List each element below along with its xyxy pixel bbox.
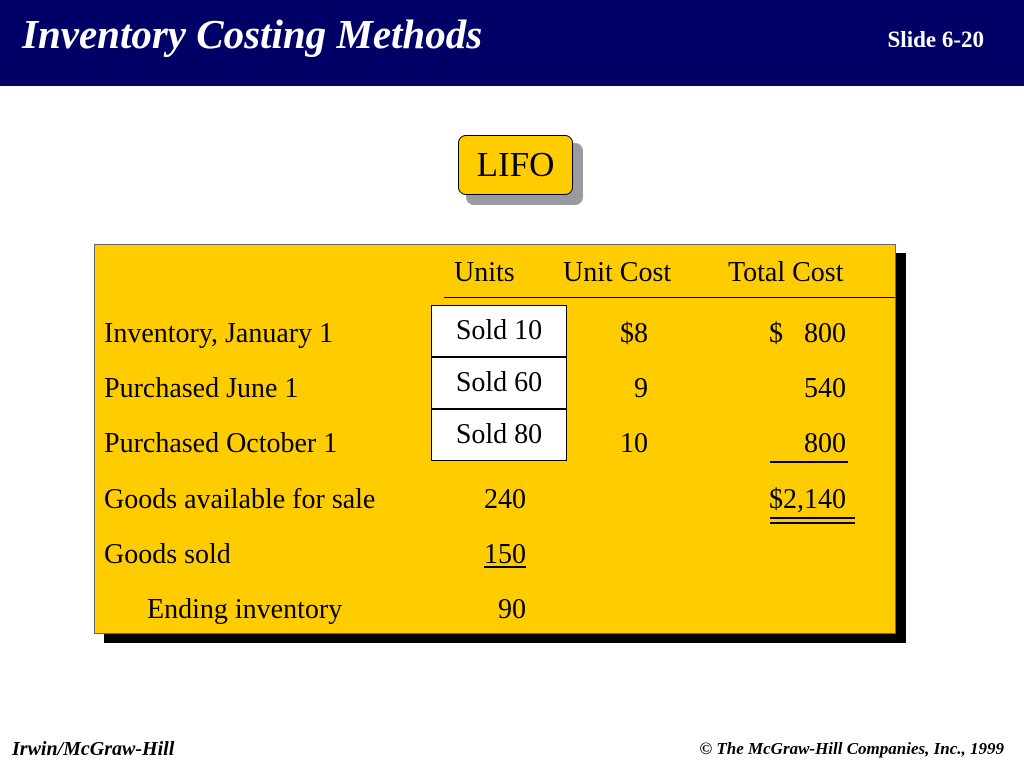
sold-box-jan: Sold 10 xyxy=(431,305,567,357)
unit-cost-jan: $8 xyxy=(620,318,648,349)
double-underline-top xyxy=(770,517,855,519)
slide-number: Slide 6-20 xyxy=(887,27,984,52)
total-cost-october: 800 xyxy=(804,428,846,459)
row-label-goods-available: Goods available for sale xyxy=(104,484,376,515)
title-bar-rule xyxy=(0,83,1024,86)
column-header-total-cost: Total Cost xyxy=(728,257,844,288)
lifo-badge: LIFO xyxy=(458,135,573,195)
title-bar xyxy=(0,0,1024,83)
units-ending-inventory: 90 xyxy=(498,594,526,625)
slide-title: Inventory Costing Methods xyxy=(22,11,483,57)
units-goods-available: 240 xyxy=(484,484,526,515)
unit-cost-june: 9 xyxy=(634,373,648,404)
row-label-goods-sold: Goods sold xyxy=(104,539,231,570)
header-rule xyxy=(444,297,895,298)
column-header-unit-cost: Unit Cost xyxy=(563,257,672,288)
row-label-purchased-june: Purchased June 1 xyxy=(104,373,299,404)
total-cost-jan: $ 800 xyxy=(769,318,846,349)
footer-publisher: Irwin/McGraw-Hill xyxy=(12,738,175,760)
double-underline-bottom xyxy=(770,522,855,524)
row-label-inventory-jan: Inventory, January 1 xyxy=(104,318,334,349)
total-cost-june: 540 xyxy=(804,373,846,404)
sold-box-october: Sold 80 xyxy=(431,409,567,461)
row-label-purchased-october: Purchased October 1 xyxy=(104,428,338,459)
sold-box-june: Sold 60 xyxy=(431,357,567,409)
units-goods-sold: 150 xyxy=(484,539,526,570)
total-cost-goods-available: $2,140 xyxy=(769,484,846,515)
row-label-ending-inventory: Ending inventory xyxy=(147,594,343,625)
column-header-units: Units xyxy=(454,257,515,288)
total-cost-underline xyxy=(770,461,848,463)
footer-copyright: © The McGraw-Hill Companies, Inc., 1999 xyxy=(699,739,1004,758)
unit-cost-october: 10 xyxy=(620,428,648,459)
